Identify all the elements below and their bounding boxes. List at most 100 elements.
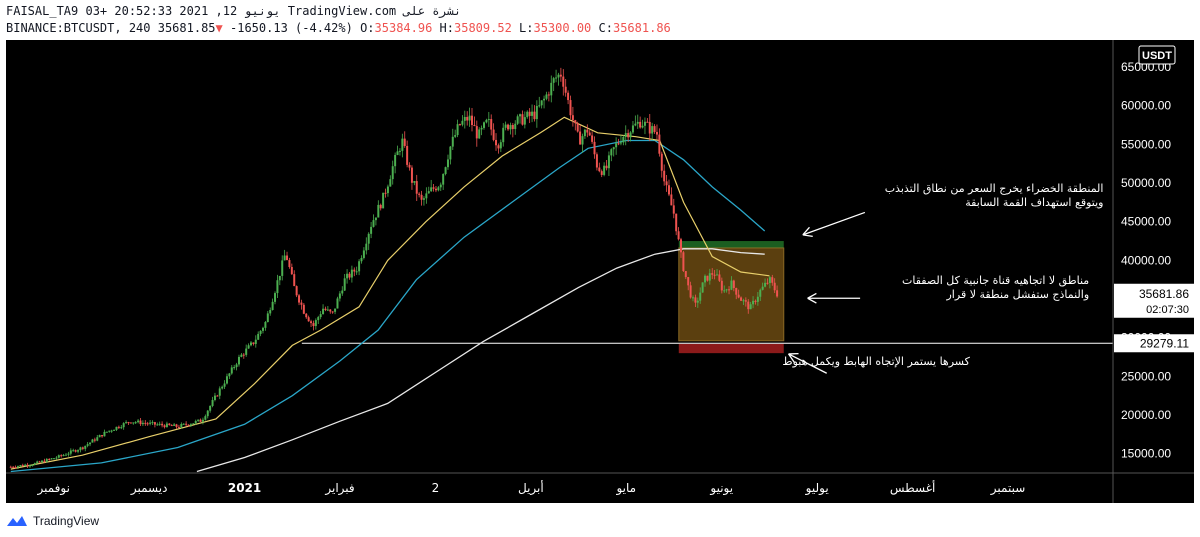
candle-body [199, 419, 202, 422]
candle-body [72, 450, 75, 452]
candle-body [218, 388, 221, 396]
candle-body [425, 193, 428, 199]
candle-body [233, 367, 236, 369]
candle-body [247, 345, 250, 349]
candle-body [449, 146, 452, 160]
support-price-badge [1114, 334, 1194, 353]
candle-body [206, 410, 209, 417]
candle-body [636, 121, 639, 124]
candle-body [307, 317, 310, 322]
candle-body [257, 333, 260, 340]
candle-body [773, 282, 776, 291]
candle-body [334, 308, 337, 312]
candle-body [391, 166, 394, 180]
candle-body [300, 302, 303, 305]
candle-body [487, 119, 490, 121]
candle-body [43, 460, 46, 463]
last-price: 35681.85 [157, 21, 216, 35]
candle-body [475, 126, 478, 139]
candle-body [768, 277, 771, 284]
candle-body [81, 447, 84, 449]
author-line: FAISAL_TA9 03+ 20:52:33 2021 ,12 يونيو T… [6, 4, 462, 18]
candle-body [766, 282, 769, 284]
zone-range [678, 247, 785, 342]
price-chart-svg[interactable]: 15000.0020000.0025000.0030000.0035000.00… [6, 40, 1194, 503]
down-arrow-icon: ▼ [215, 21, 223, 35]
candle-body [427, 191, 430, 194]
candle-body [454, 135, 457, 137]
candle-body [288, 260, 291, 267]
candle-body [163, 425, 166, 428]
candle-body [53, 458, 56, 460]
candle-body [103, 431, 106, 437]
annotation-green-line-2: ويتوقع استهداف القمة السابقة [965, 196, 1104, 210]
tradingview-footer[interactable]: TradingView [6, 511, 99, 531]
annotation-green-zone: المنطقة الخضراء يخرج السعر من نطاق التذب… [885, 182, 1104, 210]
candle-body [165, 423, 168, 428]
candle-body [77, 450, 80, 452]
candle-body [298, 295, 301, 303]
candle-body [209, 405, 212, 411]
candle-body [302, 304, 305, 314]
candle-body [470, 115, 473, 126]
y-tick-label: 60000.00 [1121, 99, 1171, 113]
candle-body [521, 114, 524, 125]
candle-body [591, 135, 594, 142]
annotation-arrow-head [802, 234, 813, 238]
x-tick-label: فبراير [324, 481, 354, 496]
candle-body [45, 458, 48, 463]
annotation-arrow-shaft [788, 353, 828, 374]
candle-body [619, 142, 622, 144]
candle-body [122, 423, 125, 428]
candle-body [50, 458, 53, 460]
candle-body [175, 424, 178, 427]
candle-body [576, 123, 579, 132]
candle-body [117, 426, 120, 428]
candle-body [430, 187, 433, 192]
candle-body [667, 185, 670, 195]
candle-body [538, 105, 541, 107]
x-tick-label: أبريل [518, 480, 544, 496]
support-price-label: 29279.11 [1140, 336, 1189, 350]
annotation-range-line-1: مناطق لا اتجاهيه قناة جانبية كل الصفقات [902, 274, 1090, 288]
candle-body [228, 373, 231, 377]
candle-body [586, 129, 589, 133]
candle-body [579, 131, 582, 145]
candle-body [528, 111, 531, 116]
candle-body [48, 458, 51, 460]
candle-body [278, 275, 281, 281]
candle-body [379, 204, 382, 209]
candle-body [432, 187, 435, 189]
candle-body [74, 450, 77, 452]
candle-body [96, 437, 99, 441]
footer-brand: TradingView [33, 514, 100, 528]
candle-body [84, 445, 87, 449]
candle-body [562, 76, 565, 87]
candle-body [353, 269, 356, 272]
candle-body [711, 273, 714, 275]
candle-body [581, 136, 584, 145]
candle-body [192, 423, 195, 425]
candle-body [646, 121, 649, 123]
chart-area[interactable]: 15000.0020000.0025000.0030000.0035000.00… [6, 40, 1194, 503]
candle-body [624, 133, 627, 138]
currency-label: USDT [1142, 50, 1172, 62]
candle-body [555, 77, 558, 79]
candle-body [663, 170, 666, 182]
candle-body [516, 116, 519, 124]
candle-body [127, 422, 130, 424]
candle-body [396, 151, 399, 155]
candle-body [120, 427, 123, 429]
candle-body [346, 273, 349, 279]
candle-body [531, 111, 534, 116]
candle-body [627, 133, 630, 138]
candle-body [305, 313, 308, 318]
candle-body [651, 126, 654, 134]
candle-body [372, 220, 375, 227]
last-price-badge [1114, 283, 1194, 318]
annotation-red-zone: كسرها يستمر الإتجاه الهابط ويكمل هبوط [782, 355, 969, 369]
candle-body [617, 143, 620, 145]
candle-body [264, 322, 267, 328]
candle-body [533, 111, 536, 120]
candle-body [149, 422, 152, 424]
